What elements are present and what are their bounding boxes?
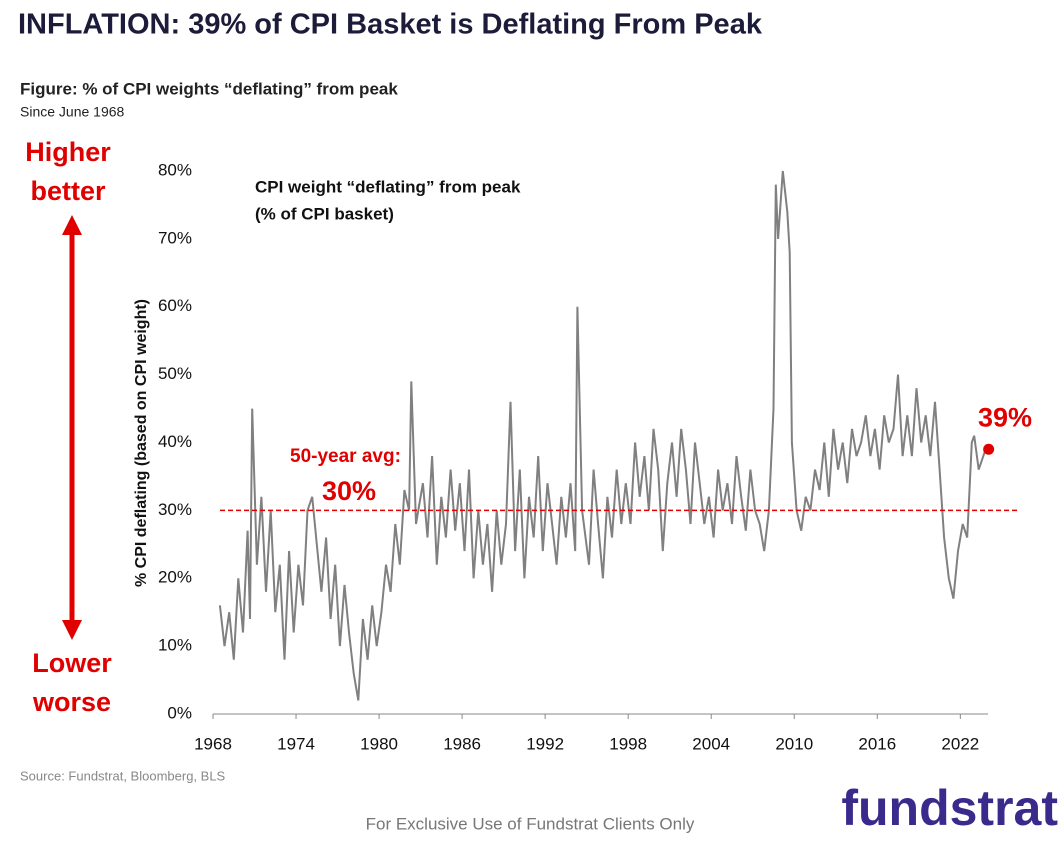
inset-label: CPI weight “deflating” from peak: [255, 177, 521, 196]
footer: For Exclusive Use of Fundstrat Clients O…: [366, 814, 695, 833]
title: INFLATION: 39% of CPI Basket is Deflatin…: [18, 9, 763, 41]
y-tick-label: 30%: [158, 500, 192, 519]
y-tick-label: 0%: [167, 703, 192, 722]
y-tick-label: 40%: [158, 432, 192, 451]
series-line: [218, 170, 987, 701]
inset-label: (% of CPI basket): [255, 204, 394, 223]
x-tick-label: 1968: [194, 734, 232, 753]
x-tick-label: 1974: [277, 734, 315, 753]
x-tick-label: 1998: [609, 734, 647, 753]
x-tick-label: 1986: [443, 734, 481, 753]
y-tick-label: 80%: [158, 160, 192, 179]
subtitle: Since June 1968: [20, 104, 125, 120]
avg-value: 30%: [322, 476, 376, 506]
x-tick-label: 2004: [692, 734, 730, 753]
y-tick-label: 20%: [158, 568, 192, 587]
x-tick-label: 2022: [941, 734, 979, 753]
side-label: worse: [32, 687, 111, 717]
x-tick-label: 2016: [858, 734, 896, 753]
x-tick-label: 1980: [360, 734, 398, 753]
side-label: better: [30, 176, 106, 206]
side-label: Lower: [32, 648, 112, 678]
side-label: Higher: [25, 137, 111, 167]
y-tick-label: 60%: [158, 296, 192, 315]
last-label: 39%: [978, 402, 1032, 432]
avg-label: 50-year avg:: [290, 446, 401, 467]
x-tick-label: 1992: [526, 734, 564, 753]
y-tick-label: 70%: [158, 228, 192, 247]
y-tick-label: 10%: [158, 636, 192, 655]
last-point: [983, 443, 995, 455]
figure-title: Figure: % of CPI weights “deflating” fro…: [20, 79, 398, 98]
y-axis-label: % CPI deflating (based on CPI weight): [133, 299, 150, 587]
source: Source: Fundstrat, Bloomberg, BLS: [20, 768, 226, 783]
y-tick-label: 50%: [158, 364, 192, 383]
x-tick-label: 2010: [775, 734, 813, 753]
logo: fundstrat: [841, 780, 1058, 836]
